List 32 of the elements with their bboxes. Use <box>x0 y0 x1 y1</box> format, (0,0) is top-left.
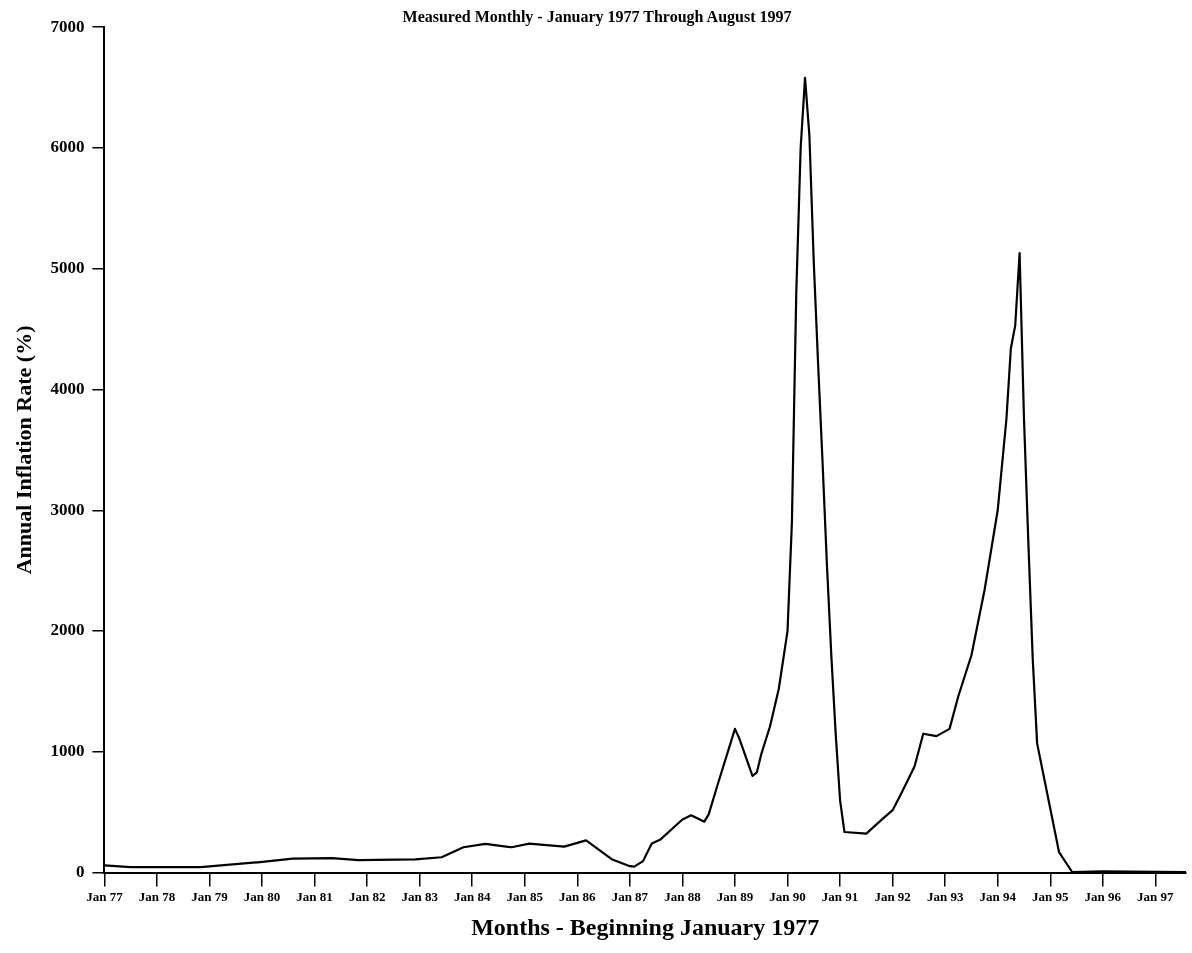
y-tick-label: 3000 <box>50 499 85 519</box>
x-tick-label: Jan 97 <box>1137 888 1175 904</box>
y-tick-label: 6000 <box>50 137 85 157</box>
x-tick-label: Jan 92 <box>874 888 911 904</box>
x-tick-label: Jan 81 <box>296 888 333 904</box>
x-tick-label: Jan 87 <box>611 888 649 904</box>
x-axis-title: Months - Beginning January 1977 <box>471 913 820 940</box>
chart-title: Measured Monthly - January 1977 Through August 1997 <box>402 7 792 26</box>
x-tick-label: Jan 77 <box>86 888 124 904</box>
y-tick-label: 5000 <box>50 258 85 278</box>
y-axis-title: Annual Inflation Rate (%) <box>10 325 36 575</box>
y-tick-label: 2000 <box>50 620 85 640</box>
y-tick-label: 1000 <box>50 741 85 761</box>
x-tick-label: Jan 85 <box>506 888 544 904</box>
y-tick-label: 0 <box>75 861 85 881</box>
x-tick-label: Jan 91 <box>821 888 859 904</box>
y-tick-label: 7000 <box>50 16 85 36</box>
x-tick-label: Jan 93 <box>926 888 964 904</box>
x-tick-label: Jan 88 <box>664 888 702 904</box>
x-tick-label: Jan 79 <box>191 888 229 904</box>
x-tick-label: Jan 94 <box>979 888 1017 904</box>
x-tick-label: Jan 82 <box>348 888 386 904</box>
x-tick-label: Jan 83 <box>401 888 439 904</box>
x-tick-label: Jan 90 <box>769 888 806 904</box>
x-tick-label: Jan 78 <box>138 888 176 904</box>
x-tick-label: Jan 86 <box>559 888 597 904</box>
y-tick-label: 4000 <box>50 378 85 398</box>
x-tick-label: Jan 96 <box>1084 888 1122 904</box>
x-tick-label: Jan 89 <box>716 888 754 904</box>
x-tick-label: Jan 95 <box>1032 888 1069 904</box>
x-tick-label: Jan 80 <box>243 888 281 904</box>
x-tick-label: Jan 84 <box>453 888 491 904</box>
